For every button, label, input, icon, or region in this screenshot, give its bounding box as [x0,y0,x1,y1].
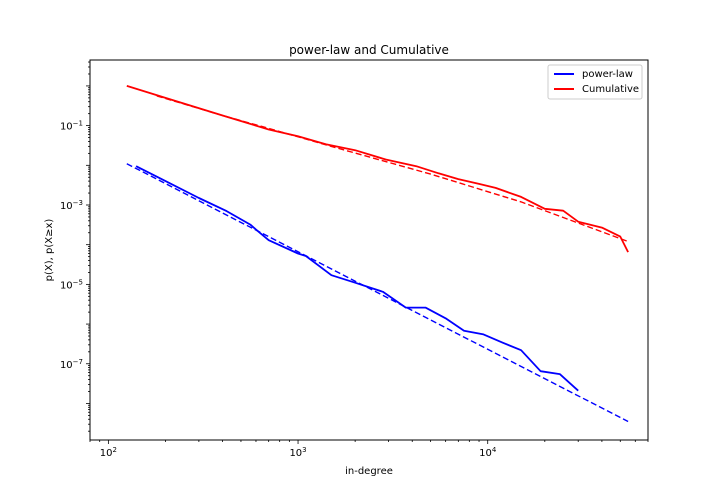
x-axis-ticks: 102 103 104 [89,440,649,459]
x-tick-label: 104 [479,446,497,459]
x-axis-label: in-degree [345,466,393,477]
series-line-2-dashed-fit [126,163,629,423]
series-line-0-power-law [135,165,579,392]
series-line-1-cumulative [126,85,629,253]
series-line-3-dashed-fit [156,95,629,243]
y-tick-label: 10−7 [60,358,83,371]
y-axis-ticks: 10−1 10−3 10−5 10−7 [60,61,90,432]
plot-area [89,59,649,441]
y-tick-label: 10−3 [60,199,83,212]
y-axis-label: p(X), p(X≥x) [44,219,55,282]
legend-label-cumulative: Cumulative [582,84,639,95]
chart-title: power-law and Cumulative [289,43,449,57]
legend-label-power-law: power-law [582,69,633,80]
y-tick-label: 10−5 [60,278,83,291]
legend: power-law Cumulative [547,64,643,100]
series-layer [126,85,629,423]
x-tick-label: 102 [100,446,117,459]
y-tick-label: 10−1 [60,120,83,133]
x-tick-label: 103 [289,446,306,459]
